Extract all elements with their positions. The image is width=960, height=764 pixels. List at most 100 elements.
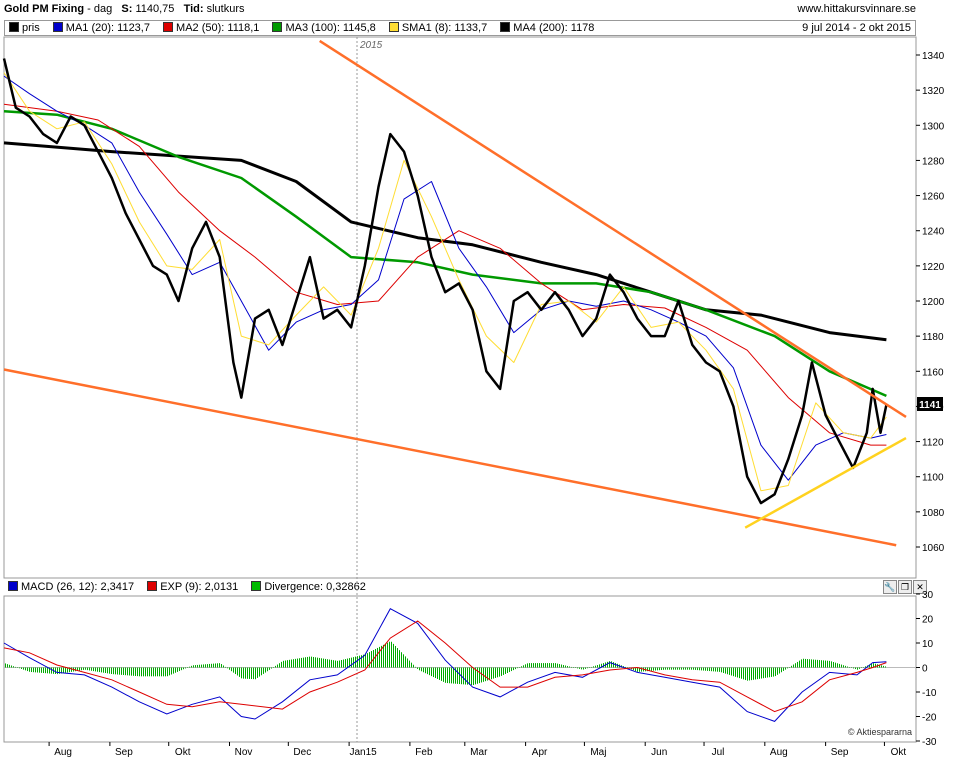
divergence-bar	[445, 667, 446, 683]
divergence-bar	[583, 667, 584, 670]
divergence-bar	[307, 656, 308, 668]
divergence-bar	[595, 665, 596, 668]
divergence-bar	[231, 667, 232, 672]
divergence-bar	[361, 655, 362, 668]
divergence-bar	[795, 663, 796, 668]
divergence-bar	[111, 667, 112, 674]
divergence-bar	[151, 667, 152, 677]
divergence-bar	[603, 663, 604, 668]
price-tick-label: 1160	[922, 367, 944, 378]
divergence-bar	[563, 665, 564, 668]
divergence-bar	[581, 667, 582, 670]
x-tick-label: Okt	[175, 747, 191, 758]
tid-label: Tid:	[183, 3, 204, 15]
divergence-bar	[771, 667, 772, 677]
divergence-bar	[529, 663, 530, 668]
divergence-bar	[777, 667, 778, 675]
divergence-bar	[837, 663, 838, 668]
divergence-bar	[547, 663, 548, 668]
divergence-bar	[545, 663, 546, 668]
wrench-icon[interactable]: 🔧	[883, 580, 897, 594]
divergence-bar	[625, 666, 626, 668]
legend-swatch	[52, 22, 63, 32]
x-tick-label: Apr	[532, 747, 548, 758]
divergence-bar	[63, 667, 64, 674]
divergence-bar	[469, 667, 470, 685]
divergence-bar	[575, 667, 576, 668]
divergence-bar	[83, 667, 84, 670]
divergence-bar	[671, 667, 672, 670]
macd-tick-label: 20	[922, 615, 934, 626]
divergence-bar	[663, 667, 664, 670]
divergence-bar	[827, 660, 828, 668]
period-label: dag	[93, 3, 113, 15]
divergence-bar	[117, 667, 118, 675]
divergence-bar	[521, 666, 522, 668]
divergence-bar	[219, 663, 220, 668]
macd-histogram	[5, 641, 886, 686]
divergence-bar	[325, 658, 326, 668]
divergence-bar	[257, 667, 258, 678]
divergence-bar	[845, 665, 846, 668]
divergence-bar	[135, 667, 136, 676]
macd-line	[3, 608, 887, 722]
restore-icon[interactable]: ❐	[898, 580, 912, 594]
divergence-bar	[567, 665, 568, 668]
year-marker: 2015	[359, 40, 383, 51]
divergence-bar	[653, 667, 654, 671]
divergence-bar	[641, 667, 642, 672]
divergence-bar	[331, 659, 332, 668]
divergence-bar	[659, 667, 660, 671]
divergence-bar	[541, 663, 542, 668]
divergence-bar	[67, 667, 68, 673]
divergence-bar	[195, 665, 196, 668]
divergence-bar	[843, 665, 844, 668]
divergence-bar	[635, 667, 636, 671]
divergence-bar	[229, 667, 230, 670]
legend-item-macd: MACD (26, 12): 2,3417	[8, 580, 134, 594]
divergence-bar	[543, 663, 544, 668]
macd-tick-label: 30	[922, 590, 934, 601]
divergence-bar	[761, 667, 762, 679]
divergence-bar	[101, 667, 102, 673]
divergence-bar	[803, 658, 804, 668]
divergence-bar	[425, 667, 426, 674]
divergence-bar	[405, 656, 406, 668]
divergence-bar	[679, 667, 680, 670]
divergence-bar	[701, 667, 702, 671]
divergence-bar	[447, 667, 448, 684]
divergence-bar	[263, 667, 264, 674]
divergence-bar	[855, 667, 856, 670]
divergence-bar	[869, 664, 870, 668]
divergence-bar	[433, 667, 434, 678]
divergence-bar	[9, 664, 10, 668]
x-tick-label: Jun	[651, 747, 667, 758]
price-tick-label: 1220	[922, 262, 945, 273]
divergence-bar	[305, 657, 306, 668]
x-tick-label: Jul	[712, 747, 725, 758]
series-line-pris	[2, 58, 888, 505]
divergence-bar	[741, 667, 742, 679]
divergence-bar	[769, 667, 770, 678]
divergence-bar	[253, 667, 254, 680]
divergence-bar	[705, 667, 706, 671]
price-tick-label: 1240	[922, 227, 945, 238]
divergence-bar	[745, 667, 746, 681]
divergence-bar	[15, 666, 16, 668]
divergence-bar	[477, 667, 478, 684]
divergence-bar	[29, 667, 30, 672]
divergence-bar	[245, 667, 246, 679]
site-url[interactable]: www.hittakursvinnare.se	[797, 3, 916, 15]
divergence-bar	[549, 663, 550, 668]
divergence-bar	[485, 667, 486, 682]
close-icon[interactable]: ✕	[913, 580, 927, 594]
divergence-bar	[369, 652, 370, 668]
divergence-bar	[377, 647, 378, 668]
divergence-bar	[553, 663, 554, 668]
legend-item-ma2: MA2 (50): 1118,1	[163, 21, 259, 35]
divergence-bar	[729, 667, 730, 675]
divergence-bar	[773, 667, 774, 677]
divergence-bar	[555, 663, 556, 668]
divergence-bar	[13, 666, 14, 668]
divergence-bar	[637, 667, 638, 672]
